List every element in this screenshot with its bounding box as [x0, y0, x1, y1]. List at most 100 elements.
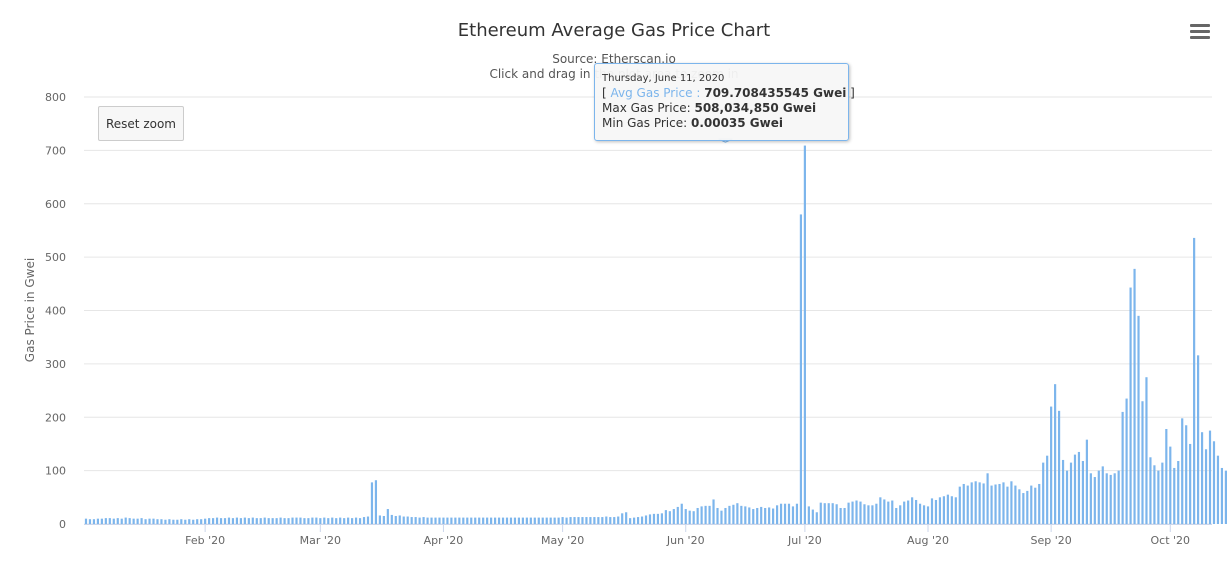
bar [934, 499, 938, 524]
bar [1089, 473, 1092, 524]
bar [779, 503, 783, 524]
bar [259, 518, 262, 524]
bar [811, 509, 814, 524]
y-tick-label: 0 [59, 518, 66, 531]
reset-zoom-button[interactable]: Reset zoom [98, 106, 184, 141]
bar [490, 517, 493, 524]
bar [636, 517, 640, 524]
bar [911, 497, 914, 524]
bar [617, 516, 620, 524]
bar [680, 503, 683, 524]
bar [716, 507, 719, 524]
bar [577, 517, 580, 524]
bar [823, 503, 826, 524]
bar [795, 503, 799, 524]
bar [505, 517, 509, 524]
bar [871, 505, 874, 524]
chart-title: Ethereum Average Gas Price Chart [457, 20, 771, 41]
bar [339, 517, 342, 524]
bar [370, 482, 374, 524]
bar [851, 501, 854, 524]
bar [434, 517, 437, 524]
bar [366, 516, 370, 524]
bar [1137, 315, 1140, 524]
bar [482, 517, 485, 524]
bar [589, 517, 592, 524]
bar [708, 505, 711, 524]
bar [394, 515, 397, 524]
bar [474, 517, 477, 524]
bar [1109, 474, 1112, 524]
bar [839, 507, 842, 524]
bar [446, 517, 449, 524]
bar [152, 518, 155, 524]
bar [1125, 398, 1128, 524]
bar [1002, 482, 1005, 524]
bar [922, 505, 926, 524]
bar [565, 517, 568, 524]
bar [1216, 455, 1220, 524]
bar [875, 503, 878, 524]
tooltip: Thursday, June 11, 2020 [ Avg Gas Price … [594, 63, 855, 141]
bar [160, 519, 163, 524]
bar [783, 503, 787, 524]
bar [1042, 462, 1045, 524]
y-tick-label: 800 [45, 91, 66, 104]
bar [609, 517, 612, 524]
bar [843, 507, 846, 524]
bar [772, 508, 775, 524]
bar [1065, 470, 1069, 524]
bar [799, 214, 803, 525]
bar [517, 517, 521, 524]
bar [1149, 457, 1152, 524]
bar [1129, 287, 1132, 524]
bar [347, 517, 350, 524]
bar [859, 501, 862, 524]
bar [108, 518, 111, 524]
bar [486, 517, 489, 524]
bar [1054, 384, 1057, 524]
y-tick-label: 400 [45, 305, 66, 318]
bar [990, 485, 993, 524]
tooltip-max-label: Max Gas Price: [602, 101, 695, 115]
bar [553, 517, 556, 524]
bar [652, 513, 656, 524]
bar [1073, 454, 1077, 524]
bar [1181, 418, 1184, 524]
bar [1018, 489, 1021, 524]
bar [184, 519, 187, 524]
bar [887, 501, 890, 524]
bar [354, 517, 358, 524]
bar [1077, 451, 1081, 524]
menu-bar [1190, 36, 1210, 39]
bar [1197, 355, 1200, 524]
bar [497, 517, 501, 524]
bar [454, 517, 457, 524]
bar [1050, 406, 1053, 524]
bar [223, 518, 227, 524]
bar [644, 515, 648, 524]
bar [593, 517, 596, 524]
bar [509, 517, 513, 524]
bar [247, 518, 250, 524]
bar [521, 517, 524, 524]
bar [303, 518, 306, 524]
bar [537, 517, 540, 524]
bar [156, 519, 159, 524]
hamburger-menu-icon[interactable] [1190, 24, 1210, 42]
bar [557, 517, 560, 524]
bar [1105, 473, 1108, 524]
bar [255, 518, 258, 524]
bar [84, 518, 88, 524]
chart-source: Source: Etherscan.io [552, 52, 676, 66]
bar [907, 500, 910, 524]
bar [1010, 481, 1013, 524]
bar [120, 518, 123, 524]
bar [478, 517, 481, 524]
bar [803, 145, 806, 525]
bar [1101, 466, 1104, 524]
bar [879, 497, 882, 524]
bar [938, 497, 942, 524]
